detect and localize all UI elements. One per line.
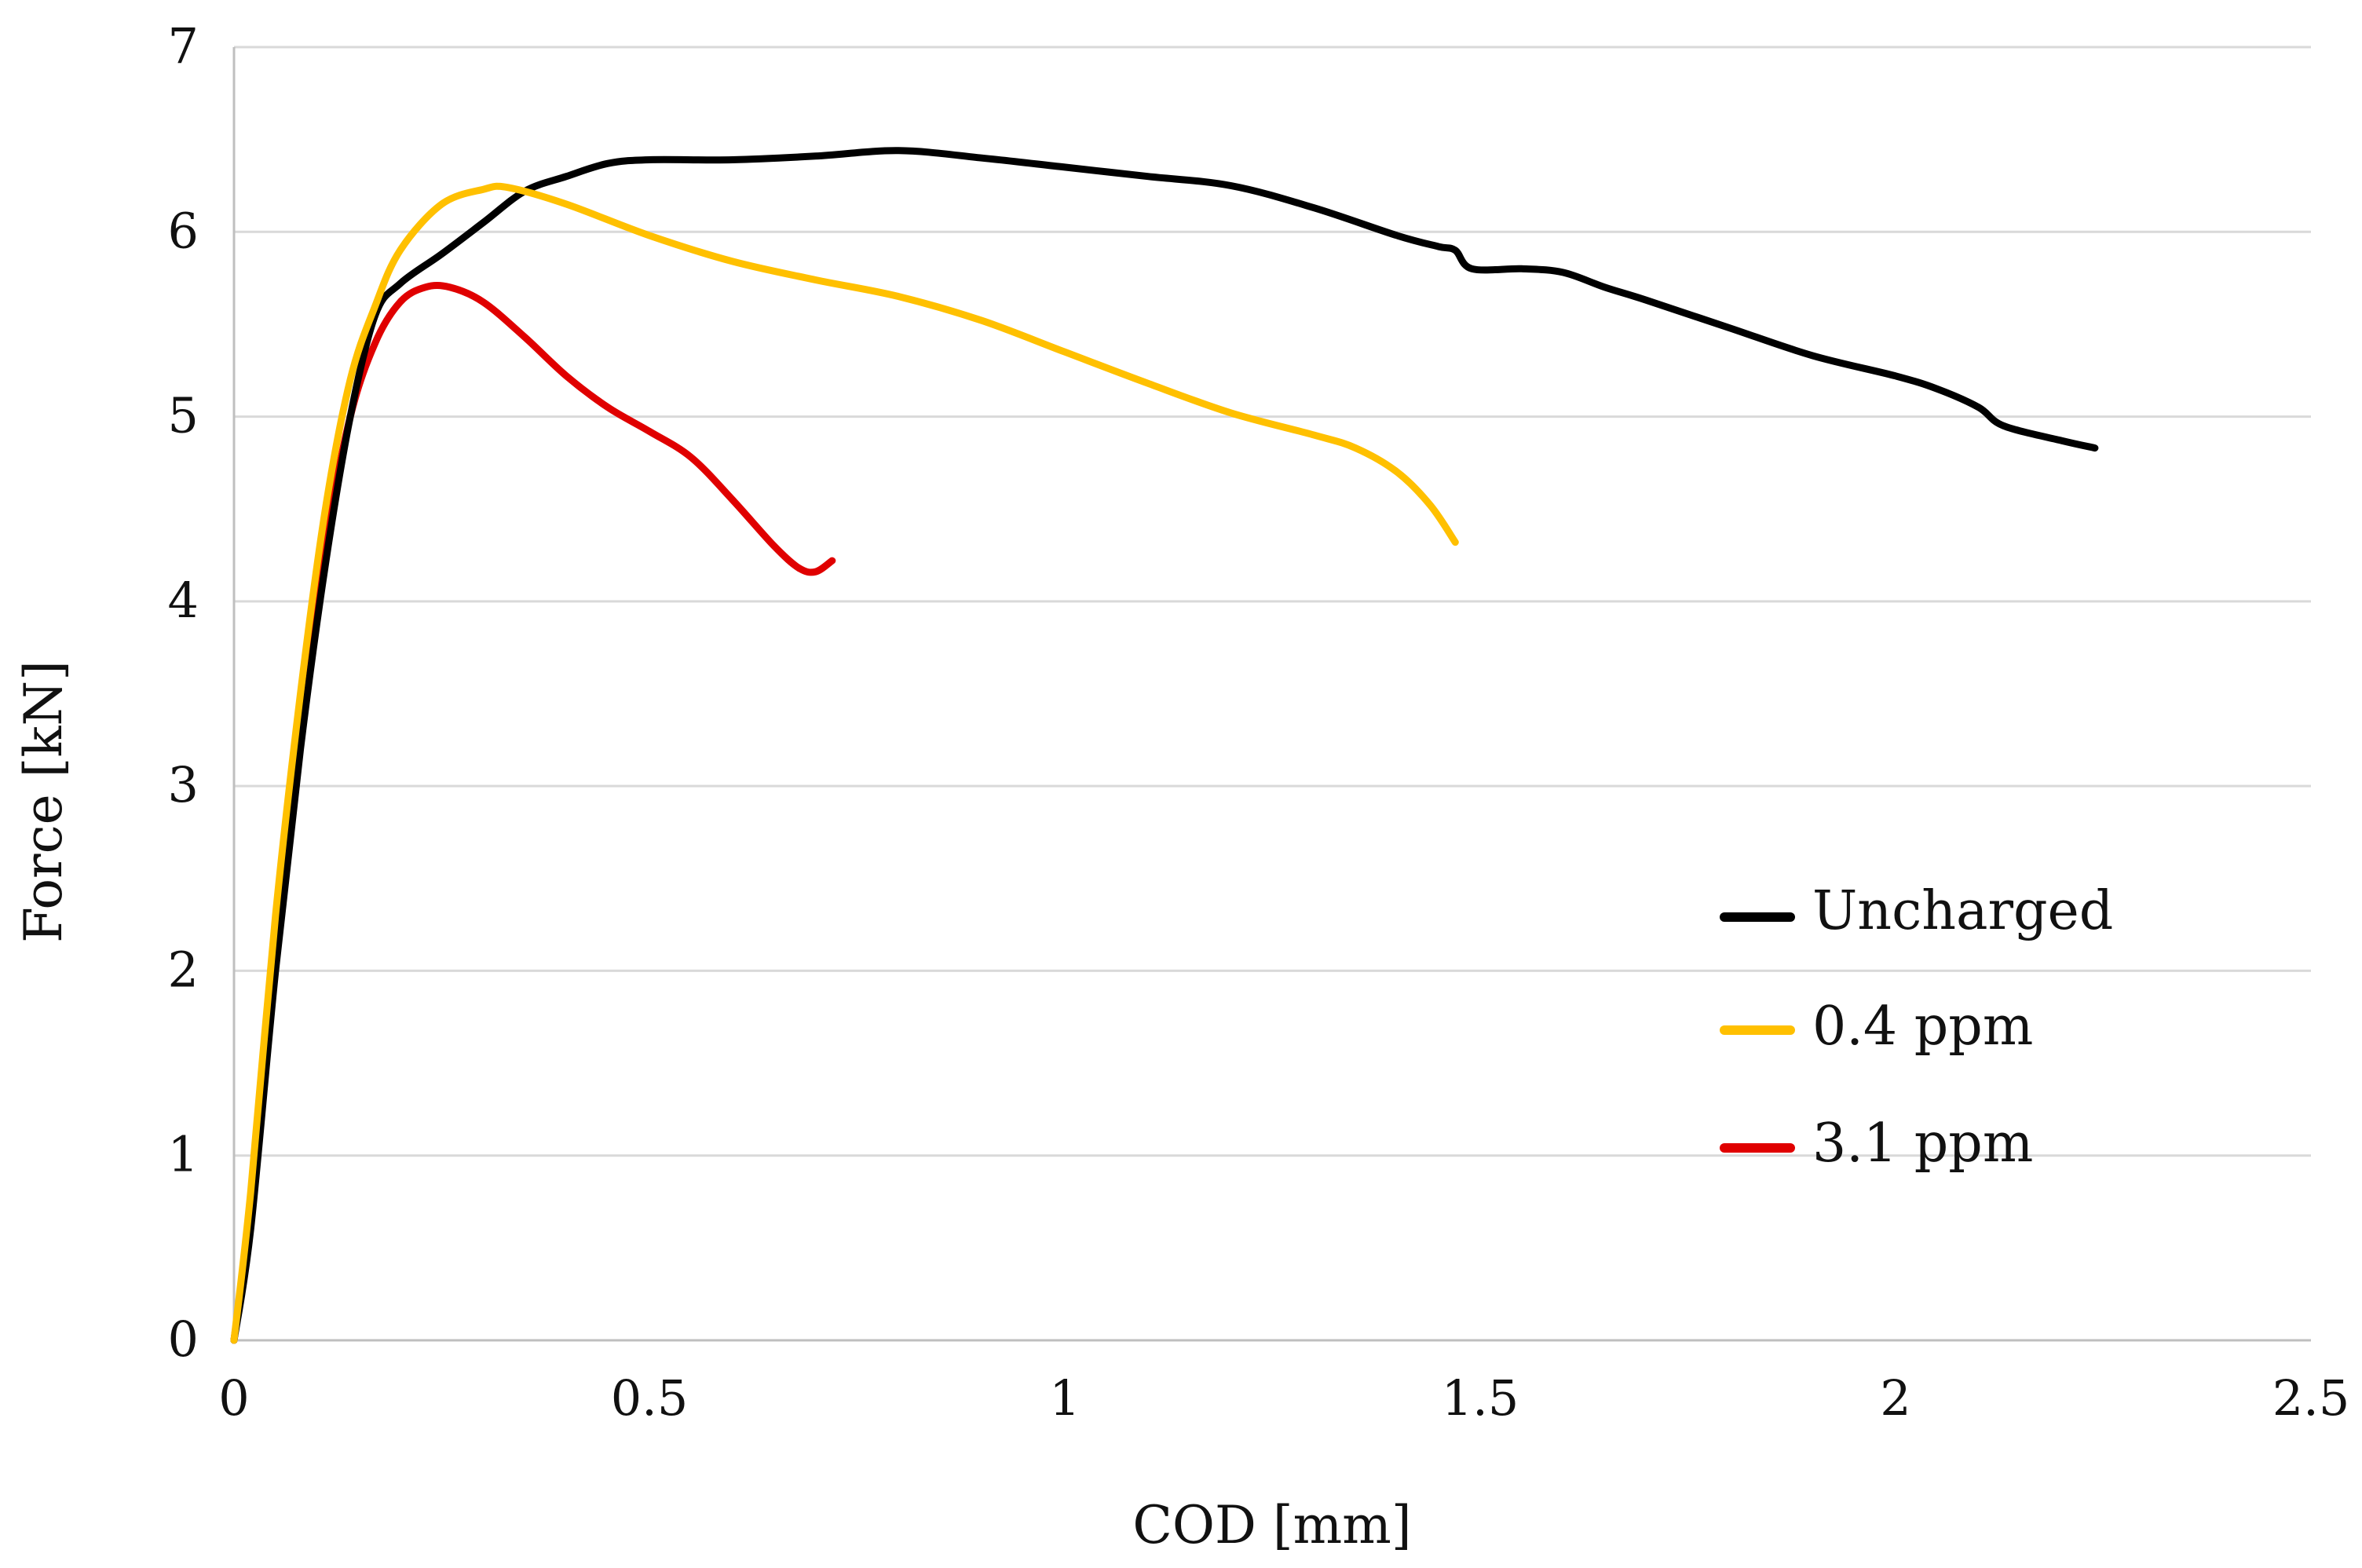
legend-label-3-1-ppm: 3.1 ppm	[1812, 1113, 2033, 1175]
series-line-0-4-ppm	[230, 182, 1459, 1344]
y-tick-label: 5	[168, 387, 199, 444]
axes	[232, 47, 2311, 1342]
series-line-3-1-ppm	[230, 282, 836, 1344]
tick-labels: 0 1 2 3 4 5 6 7 0 0.5 1 1.5 2 2.5	[168, 17, 2350, 1427]
gridlines	[234, 46, 2311, 1157]
y-tick-label: 0	[168, 1310, 199, 1368]
x-tick-label: 0.5	[611, 1369, 689, 1427]
plot-area	[230, 147, 2099, 1344]
x-tick-label: 0	[218, 1369, 249, 1427]
series-line-uncharged	[230, 147, 2099, 1344]
y-tick-label: 1	[168, 1126, 199, 1183]
y-tick-label: 6	[168, 202, 199, 259]
y-tick-label: 4	[168, 572, 199, 629]
y-axis-title: Force [kN]	[13, 660, 74, 943]
legend: Uncharged 0.4 ppm 3.1 ppm	[1720, 880, 2113, 1175]
y-tick-label: 7	[168, 17, 199, 75]
x-axis-title: COD [mm]	[1132, 1495, 1411, 1555]
x-tick-label: 2	[1880, 1369, 1910, 1427]
x-tick-label: 1.5	[1442, 1369, 1519, 1427]
y-tick-label: 2	[168, 941, 199, 998]
x-tick-label: 2.5	[2272, 1369, 2350, 1427]
x-tick-label: 1	[1049, 1369, 1080, 1427]
legend-label-0-4-ppm: 0.4 ppm	[1812, 996, 2033, 1058]
legend-label-uncharged: Uncharged	[1812, 880, 2113, 942]
y-tick-label: 3	[168, 756, 199, 813]
